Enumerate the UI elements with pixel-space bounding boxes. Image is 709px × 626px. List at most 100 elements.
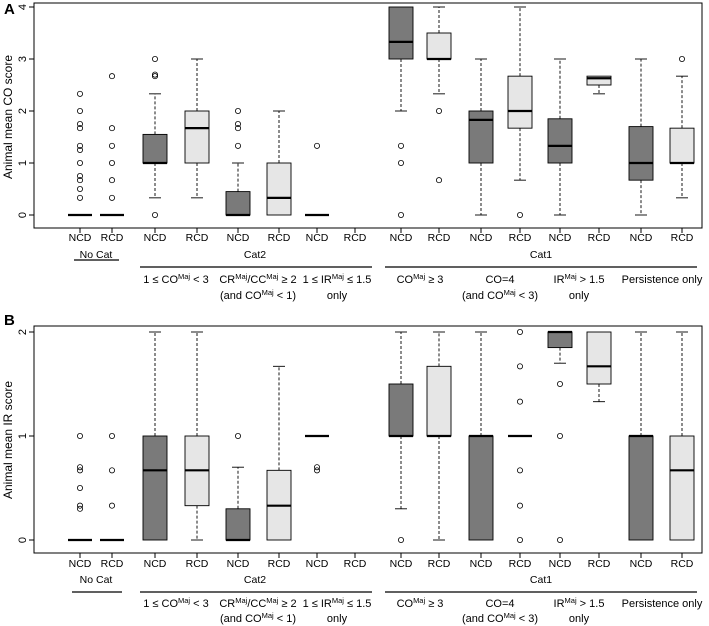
subgroup-label-line2: only (569, 290, 590, 302)
outlier-point (77, 142, 84, 149)
box-ncd-12 (547, 330, 573, 558)
outlier-point (151, 211, 158, 218)
iqr-box (586, 75, 612, 86)
outlier-point (109, 73, 116, 80)
outlier-point (151, 56, 158, 63)
outlier-point (77, 125, 84, 132)
box-ncd-4 (225, 108, 251, 233)
box-ncd-10 (468, 331, 494, 558)
x-tick-label: RCD (588, 558, 611, 570)
iqr-box (628, 126, 654, 181)
outlier-point (77, 505, 84, 512)
iqr-box (547, 331, 573, 349)
outlier-point (151, 73, 158, 80)
x-tick-label: RCD (344, 232, 367, 244)
box-rcd-9 (426, 6, 452, 233)
outlier-point (234, 432, 241, 439)
x-tick-label: NCD (306, 232, 329, 244)
outlier-point (679, 56, 686, 63)
panel-letter: A (4, 1, 15, 18)
iqr-box (468, 435, 494, 541)
group-label-cat1: Cat1 (530, 249, 552, 261)
box-ncd-12 (547, 58, 573, 233)
outlier-point (109, 432, 116, 439)
group-label-cat2: Cat2 (244, 249, 266, 261)
subgroup-label-line1: CRMaj/CCMaj ≥ 2 (219, 272, 296, 286)
x-tick-label: NCD (549, 558, 572, 570)
subgroup-label-line1: COMaj ≥ 3 (397, 272, 444, 286)
box-ncd-8 (388, 331, 414, 558)
outlier-point (109, 177, 116, 184)
x-tick-label: RCD (509, 558, 532, 570)
iqr-box (225, 191, 251, 216)
iqr-box (388, 383, 414, 437)
outlier-point (557, 537, 564, 544)
x-tick-label: RCD (588, 232, 611, 244)
outlier-point (77, 90, 84, 97)
iqr-box (142, 435, 168, 541)
box-rcd-15 (669, 331, 695, 558)
box-ncd-2 (142, 331, 168, 558)
outlier-point (109, 142, 116, 149)
x-tick-label: NCD (390, 232, 413, 244)
y-tick-label: 2 (17, 108, 29, 114)
x-tick-label: NCD (390, 558, 413, 570)
box-ncd-2 (142, 56, 168, 233)
outlier-point (517, 398, 524, 405)
outlier-point (234, 142, 241, 149)
outlier-point (77, 467, 84, 474)
x-tick-label: RCD (268, 558, 291, 570)
iqr-box (547, 118, 573, 164)
box-rcd-11 (508, 328, 532, 558)
y-tick-label: 2 (17, 329, 29, 335)
subgroup-label-line1: Persistence only (622, 598, 703, 610)
box-ncd-4 (225, 432, 251, 558)
x-tick-label: RCD (671, 232, 694, 244)
iqr-box (426, 365, 452, 437)
outlier-point (313, 142, 320, 149)
box-ncd-8 (388, 6, 414, 233)
x-tick-label: RCD (671, 558, 694, 570)
outlier-point (109, 125, 116, 132)
group-label-cat1: Cat1 (530, 574, 552, 586)
outlier-point (517, 363, 524, 370)
subgroup-label-line1: 1 ≤ COMaj < 3 (143, 272, 209, 286)
box-rcd-5 (266, 110, 292, 233)
outlier-point (77, 194, 84, 201)
x-tick-label: NCD (144, 232, 167, 244)
x-tick-label: NCD (549, 232, 572, 244)
x-tick-label: RCD (428, 232, 451, 244)
iqr-box (507, 75, 533, 129)
iqr-box (669, 127, 695, 164)
y-tick-label: 1 (17, 433, 29, 439)
x-tick-label: RCD (186, 232, 209, 244)
x-tick-label: NCD (470, 232, 493, 244)
box-rcd-11 (507, 6, 533, 233)
box-rcd-5 (266, 365, 292, 558)
iqr-box (388, 6, 414, 60)
x-tick-label: NCD (630, 558, 653, 570)
outlier-point (77, 185, 84, 192)
box-ncd-10 (468, 58, 494, 233)
x-tick-label: NCD (227, 558, 250, 570)
iqr-box (586, 331, 612, 385)
outlier-point (109, 467, 116, 474)
y-tick-label: 1 (17, 160, 29, 166)
x-tick-label: NCD (630, 232, 653, 244)
subgroup-label-line2: only (569, 613, 590, 625)
iqr-box (142, 133, 168, 164)
outlier-point (77, 159, 84, 166)
y-tick-label: 4 (17, 4, 29, 10)
outlier-point (557, 380, 564, 387)
box-rcd-3 (184, 331, 210, 558)
box-ncd-6 (305, 142, 329, 233)
outlier-point (77, 172, 84, 179)
outlier-point (77, 108, 84, 115)
outlier-point (109, 502, 116, 509)
y-axis-label: Animal mean CO score (1, 55, 15, 179)
subgroup-label-line1: 1 ≤ IRMaj ≤ 1.5 (303, 272, 372, 286)
box-rcd-1 (100, 432, 124, 558)
outlier-point (313, 464, 320, 471)
iqr-box (426, 32, 452, 60)
